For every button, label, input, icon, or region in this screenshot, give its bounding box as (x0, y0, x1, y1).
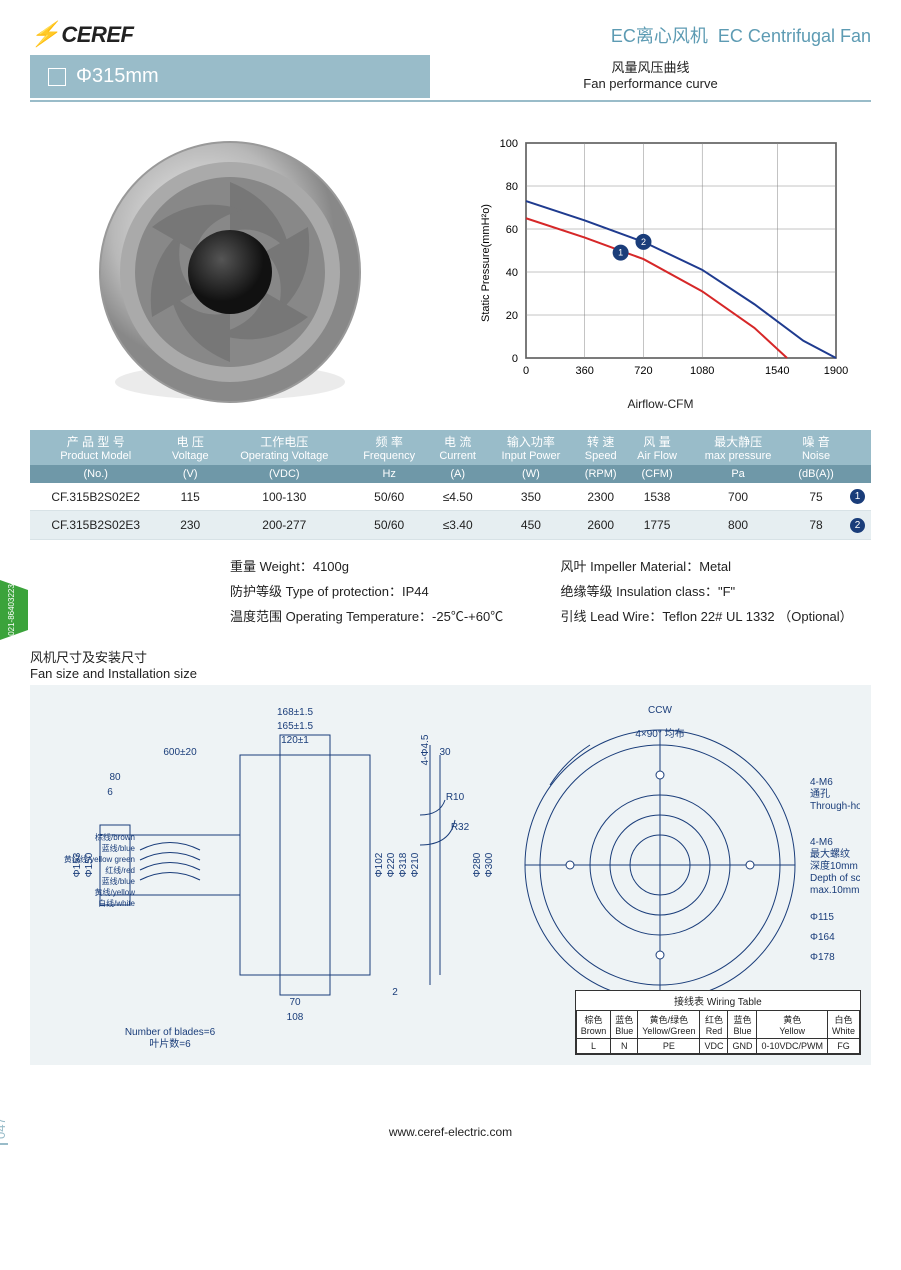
svg-text:4-Φ4.5: 4-Φ4.5 (420, 734, 431, 765)
product-photo (30, 132, 430, 412)
svg-text:120±1: 120±1 (281, 735, 309, 746)
svg-text:720: 720 (634, 365, 652, 377)
curve-title: 风量风压曲线 Fan performance curve (430, 55, 871, 98)
svg-text:蓝线/blue: 蓝线/blue (102, 876, 136, 886)
svg-text:R32: R32 (451, 822, 470, 833)
svg-text:Through-hole: Through-hole (810, 801, 860, 812)
svg-text:2: 2 (392, 987, 398, 998)
svg-text:021-86403223: 021-86403223 (7, 584, 16, 636)
meta-block: 重量 Weight：4100g防护等级 Type of protection：I… (30, 550, 871, 631)
page-title: EC离心风机 EC Centrifugal Fan (611, 22, 871, 48)
svg-text:Depth of screw: Depth of screw (810, 873, 860, 884)
svg-text:1900: 1900 (823, 365, 847, 377)
bolt-icon: ⚡ (30, 20, 59, 49)
header: ⚡CEREF EC离心风机 EC Centrifugal Fan (30, 20, 871, 49)
svg-text:Φ300: Φ300 (484, 852, 495, 877)
install-title: 风机尺寸及安装尺寸 Fan size and Installation size (30, 647, 871, 681)
performance-chart: 0 360 720 1080 1540 1900 0 20 40 60 80 100 Static Pr… (450, 133, 871, 411)
svg-text:Φ280: Φ280 (472, 852, 483, 877)
svg-text:Φ210: Φ210 (410, 852, 421, 877)
svg-text:100: 100 (499, 138, 517, 150)
size-label: Φ315mm (30, 55, 430, 98)
svg-text:1: 1 (618, 248, 623, 258)
svg-text:Φ220: Φ220 (386, 852, 397, 877)
wiring-table: 接线表 Wiring Table 棕色Brown蓝色Blue黄色/绿色Yello… (575, 990, 861, 1055)
svg-text:4-M6: 4-M6 (810, 777, 833, 788)
svg-text:叶片数=6: 叶片数=6 (149, 1037, 191, 1050)
svg-text:1540: 1540 (765, 365, 789, 377)
svg-text:60: 60 (505, 224, 517, 236)
svg-text:白线/white: 白线/white (98, 898, 135, 908)
svg-text:20: 20 (505, 310, 517, 322)
checkbox-icon (48, 68, 66, 86)
svg-text:Φ102: Φ102 (374, 852, 385, 877)
svg-text:70: 70 (289, 997, 301, 1008)
page-number: 047 (0, 1117, 8, 1145)
svg-text:4-M6: 4-M6 (810, 837, 833, 848)
svg-text:Number of blades=6: Number of blades=6 (125, 1027, 216, 1038)
svg-text:168±1.5: 168±1.5 (277, 707, 314, 718)
svg-text:R10: R10 (446, 792, 465, 803)
svg-text:Static Pressure(mmH²o): Static Pressure(mmH²o) (480, 204, 492, 322)
svg-text:max.10mm: max.10mm (810, 885, 859, 896)
technical-drawing: 168±1.5 165±1.5 120±1 600±20 80 6 70 108 2 30 CCW 4… (30, 685, 871, 1065)
svg-text:2: 2 (640, 237, 645, 247)
svg-text:6: 6 (107, 787, 113, 798)
size-band: Φ315mm 风量风压曲线 Fan performance curve (30, 55, 871, 98)
footer-url: www.ceref-electric.com (30, 1125, 871, 1139)
svg-text:30: 30 (439, 747, 451, 758)
svg-text:CCW: CCW (648, 705, 672, 716)
svg-text:Φ115: Φ115 (810, 912, 834, 923)
svg-text:Φ164: Φ164 (810, 932, 835, 943)
svg-text:108: 108 (287, 1012, 304, 1023)
svg-text:深度10mm: 深度10mm (810, 859, 858, 872)
svg-text:165±1.5: 165±1.5 (277, 721, 314, 732)
svg-text:40: 40 (505, 267, 517, 279)
svg-text:80: 80 (109, 772, 121, 783)
svg-text:红线/red: 红线/red (105, 865, 135, 875)
svg-text:4×90° 均布: 4×90° 均布 (635, 728, 684, 740)
svg-text:黄线/yellow: 黄线/yellow (95, 887, 136, 897)
logo: ⚡CEREF (30, 20, 133, 49)
svg-text:棕线/brown: 棕线/brown (95, 832, 135, 842)
svg-text:通孔: 通孔 (810, 788, 830, 800)
svg-text:最大螺纹: 最大螺纹 (810, 847, 850, 860)
table-row: CF.315B2S02E3230200-27750/60≤3.404502600… (30, 511, 871, 539)
side-tab: 021-86403223 (0, 580, 28, 640)
svg-text:Φ318: Φ318 (398, 852, 409, 877)
svg-text:0: 0 (511, 353, 517, 365)
svg-text:600±20: 600±20 (163, 747, 197, 758)
table-row: CF.315B2S02E2115100-13050/60≤4.503502300… (30, 483, 871, 511)
svg-text:黄绿线/yellow green: 黄绿线/yellow green (64, 854, 135, 864)
svg-text:蓝线/blue: 蓝线/blue (102, 843, 136, 853)
svg-text:Φ178: Φ178 (810, 952, 835, 963)
svg-text:80: 80 (505, 181, 517, 193)
svg-text:0: 0 (522, 365, 528, 377)
svg-text:360: 360 (575, 365, 593, 377)
svg-text:1080: 1080 (689, 365, 713, 377)
spec-table: 产 品 型 号Product Model电 压Voltage工作电压Operat… (30, 430, 871, 540)
